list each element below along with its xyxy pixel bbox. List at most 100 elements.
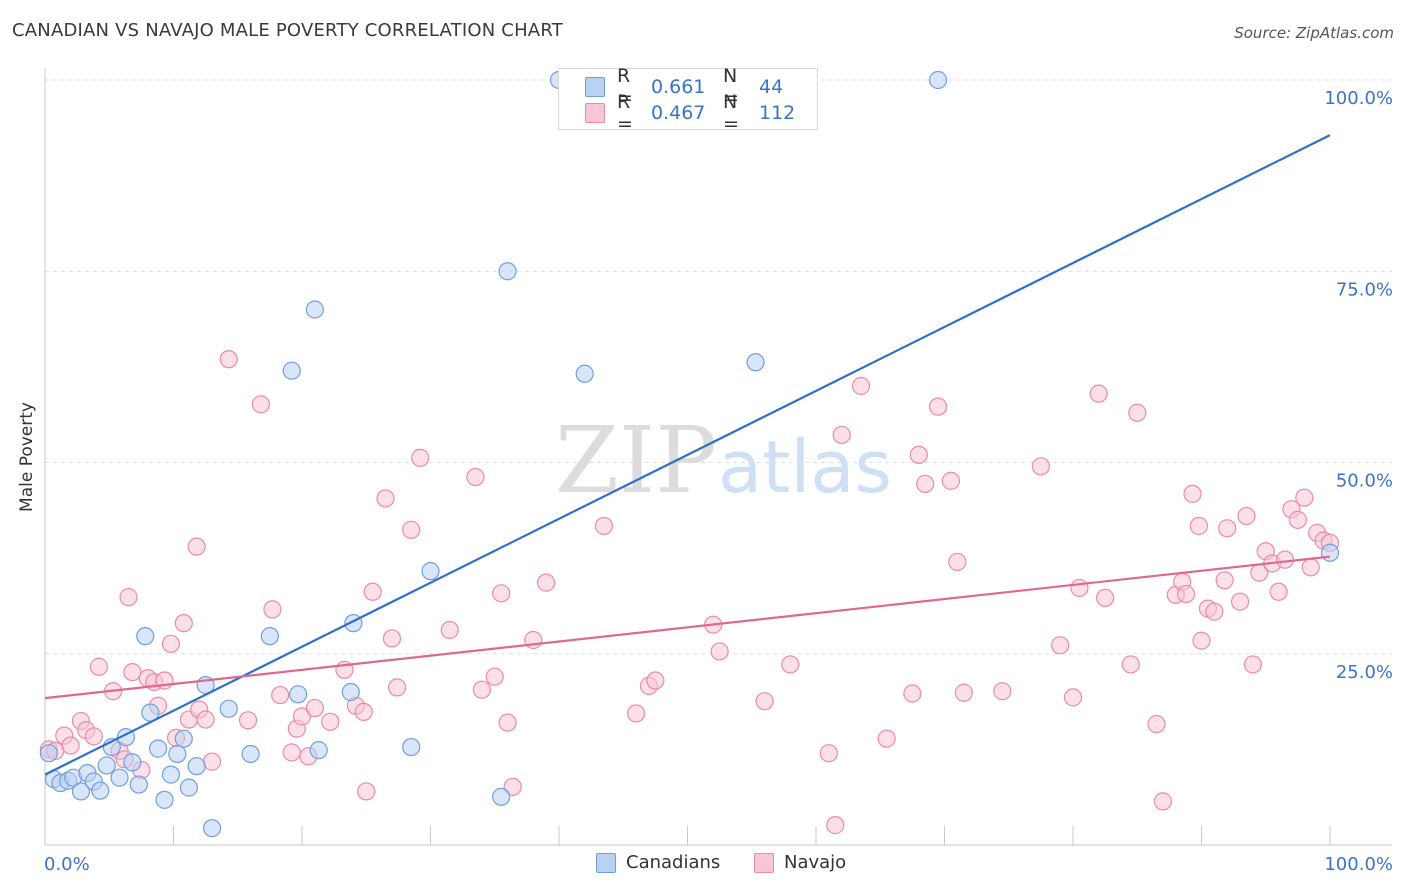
canadians-point: [168, 744, 187, 764]
navajo-point: [781, 655, 800, 674]
canadians-point: [129, 775, 148, 794]
navajo-point: [1275, 550, 1295, 569]
stats-row-canadians: R = 0.661 N = 44: [585, 65, 784, 109]
navajo-point: [263, 600, 282, 619]
navajo-point: [903, 684, 922, 703]
navajo-point: [877, 729, 896, 748]
navajo-point: [948, 552, 967, 572]
axes: [44, 68, 1392, 846]
navajo-swatch: [585, 103, 605, 123]
canadians-point: [402, 737, 421, 757]
tick-labels: 25.0% 50.0% 75.0% 100.0% 0.0% 100.0%: [44, 88, 1393, 875]
navajo-point: [1096, 588, 1115, 608]
navajo-point: [187, 537, 206, 556]
navajo-point: [646, 671, 665, 690]
navajo-point: [1063, 688, 1083, 707]
navajo-point: [1269, 582, 1288, 601]
navajo-point: [1176, 584, 1196, 604]
navajo-point: [174, 614, 193, 633]
navajo-point: [928, 397, 948, 416]
canadians-point: [746, 353, 765, 372]
n-value: 44: [759, 76, 784, 98]
y-tick-label: 50.0%: [1336, 471, 1393, 492]
navajo-point: [1288, 510, 1307, 529]
canadians-point: [305, 300, 324, 319]
navajo-legend-swatch: [754, 852, 774, 873]
navajo-point: [916, 474, 935, 494]
canadians-legend-swatch: [596, 852, 616, 873]
canadians-point: [282, 361, 301, 380]
navajo-point: [819, 744, 838, 763]
navajo-point: [123, 663, 142, 682]
canadians-point: [289, 685, 308, 704]
navajo-point: [357, 782, 376, 801]
x-tick-label: 0.0%: [44, 854, 90, 875]
navajo-point: [321, 712, 340, 731]
navajo-point: [382, 629, 402, 648]
y-tick-label: 25.0%: [1336, 662, 1393, 683]
navajo-point: [1031, 457, 1050, 476]
navajo-point: [89, 657, 109, 676]
watermark-atlas: atlas: [718, 425, 892, 509]
r-value: 0.467: [651, 102, 706, 124]
canadians-point: [202, 819, 222, 838]
n-label: N =: [723, 65, 739, 109]
navajo-point: [1189, 516, 1209, 536]
navajo-point: [119, 588, 138, 607]
navajo-point: [202, 752, 222, 771]
navajo-point: [282, 743, 301, 762]
navajo-point: [498, 713, 517, 732]
navajo-point: [1070, 578, 1089, 598]
navajo-point: [755, 692, 774, 711]
navajo-point: [402, 520, 421, 539]
navajo-point: [196, 710, 215, 729]
watermark-zip: ZIP: [555, 407, 717, 514]
y-tick-label: 75.0%: [1336, 279, 1393, 300]
canadians-point: [161, 765, 181, 784]
navajo-point: [411, 448, 430, 468]
legend-label-navajo: Navajo: [784, 852, 847, 873]
navajo-point: [1128, 403, 1147, 422]
navajo-point: [305, 698, 324, 718]
navajo-point: [387, 678, 407, 697]
legend-label-canadians: Canadians: [626, 852, 721, 873]
legend-item-navajo[interactable]: Navajo: [754, 852, 846, 873]
canadians-point: [123, 753, 142, 772]
navajo-point: [1205, 602, 1224, 621]
canadians-point: [492, 787, 511, 806]
navajo-point: [1089, 384, 1108, 403]
canadians-point: [219, 699, 238, 718]
navajo-point: [1215, 571, 1234, 590]
navajo-point: [826, 816, 845, 835]
chart-title: CANADIAN VS NAVAJO MALE POVERTY CORRELAT…: [12, 20, 563, 41]
x-tick-label: 100.0%: [1324, 854, 1393, 875]
legend-item-canadians[interactable]: Canadians: [596, 852, 720, 873]
canadians-point: [39, 744, 58, 763]
canadians-point: [148, 739, 168, 758]
watermark: ZIP atlas: [555, 407, 892, 514]
navajo-point: [710, 642, 729, 661]
canadians-point: [91, 781, 110, 800]
y-tick-label: 100.0%: [1324, 88, 1393, 109]
canadians-point: [155, 790, 174, 809]
canadians-point: [1320, 543, 1340, 562]
canadians-point: [97, 756, 116, 775]
navajo-point: [238, 711, 258, 730]
navajo-point: [1301, 558, 1320, 577]
grid-lines: [45, 79, 1392, 655]
source-credit: Source: ZipAtlas.com: [1234, 24, 1394, 42]
canadians-point: [309, 741, 328, 760]
navajo-point: [851, 376, 871, 396]
navajo-trend-line: [44, 555, 1331, 700]
navajo-point: [292, 707, 312, 726]
canadians-point: [928, 70, 948, 90]
canadians-point: [421, 562, 440, 581]
navajo-point: [941, 471, 961, 490]
navajo-point: [1230, 592, 1250, 611]
canadians-trend-line: [44, 134, 1331, 776]
stats-row-navajo: R = 0.467 N = 112: [585, 91, 795, 135]
r-value: 0.661: [651, 76, 706, 98]
navajo-point: [1153, 792, 1173, 811]
series-legend: Canadians Navajo: [0, 852, 1406, 878]
navajo-point: [1183, 484, 1202, 503]
